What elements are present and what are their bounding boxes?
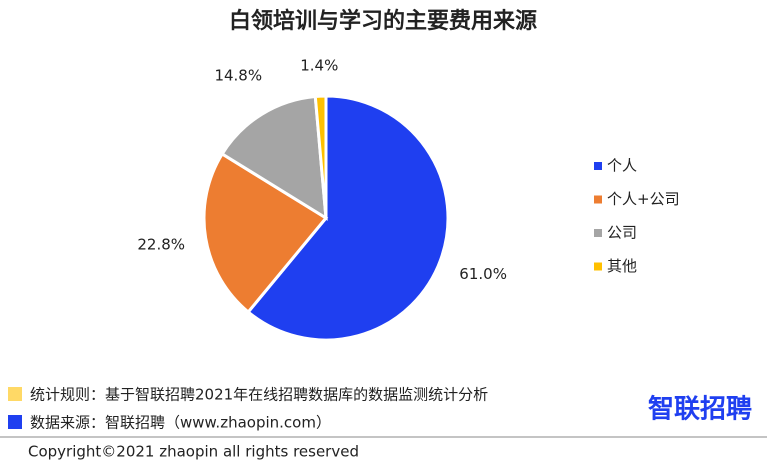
legend-swatch [594, 195, 602, 204]
value-label: 22.8% [137, 236, 185, 254]
value-label: 61.0% [459, 265, 507, 283]
legend-label: 个人+公司 [607, 190, 680, 208]
footer-source: 数据来源：智联招聘（www.zhaopin.com） [30, 414, 331, 432]
value-label: 1.4% [300, 57, 338, 75]
chart-title: 白领培训与学习的主要费用来源 [229, 8, 537, 34]
legend-swatch [594, 229, 602, 237]
pie-slice [202, 151, 329, 315]
legend-swatch [594, 262, 602, 271]
pie-slice [246, 94, 450, 342]
pie-slice [313, 94, 328, 219]
logo: 智联招聘 [648, 395, 752, 425]
pie-slice [220, 94, 328, 221]
legend-label: 其他 [607, 257, 637, 275]
legend-label: 个人 [607, 157, 637, 175]
footer-rule: 统计规则：基于智联招聘2021年在线招聘数据库的数据监测统计分析 [30, 386, 488, 404]
legend-swatch [594, 162, 602, 170]
value-label: 14.8% [214, 66, 262, 84]
legend-label: 公司 [607, 224, 637, 242]
pie: 61.0% 22.8% 14.8% 1.4% [137, 57, 507, 342]
footer-marker [8, 387, 22, 401]
copyright: Copyright©2021 zhaopin all rights reserv… [28, 443, 359, 461]
footer-marker [8, 415, 22, 429]
